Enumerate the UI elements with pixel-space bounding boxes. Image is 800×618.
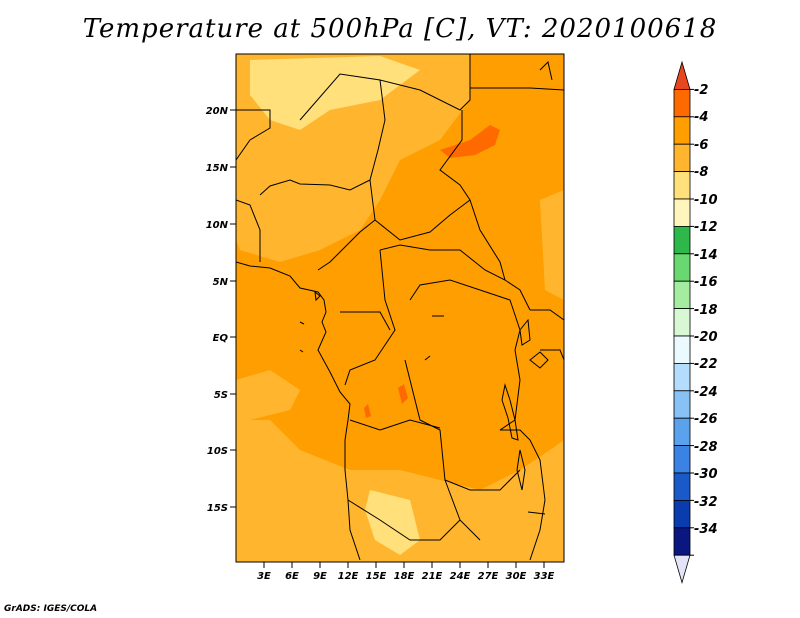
colorbar-segment (673, 198, 691, 227)
lon-label: 30E (506, 571, 527, 582)
temperature-field (236, 54, 564, 562)
lon-label: 12E (338, 571, 359, 582)
lon-label: 6E (285, 571, 299, 582)
colorbar-segment (673, 417, 691, 447)
colorbar-segment (673, 499, 691, 529)
grads-credit: GrADS: IGES/COLA (4, 604, 98, 614)
colorbar-segment (673, 280, 691, 310)
lat-label: 20N (206, 106, 229, 117)
lon-label: 3E (257, 571, 271, 582)
lon-label: 21E (422, 571, 443, 582)
lat-label: 15N (206, 163, 229, 174)
lon-label: 9E (313, 571, 327, 582)
colorbar-segment (673, 527, 691, 556)
lat-label: 5S (214, 390, 228, 401)
colorbar-segment (673, 335, 691, 364)
lon-label: 15E (366, 571, 387, 582)
colorbar-segment (673, 308, 691, 337)
lon-label: 33E (534, 571, 555, 582)
colorbar-segment (673, 225, 691, 255)
colorbar-top-triangle (673, 60, 691, 90)
field-deep-orange-dot1 (398, 384, 408, 404)
lon-label: 18E (394, 571, 415, 582)
colorbar-segment (673, 116, 691, 145)
colorbar-label: -34 (694, 522, 718, 537)
lat-label: 5N (213, 277, 229, 288)
lakes (299, 290, 549, 515)
colorbar-label: -28 (694, 440, 718, 455)
lat-label: 10S (207, 446, 228, 457)
field-light-orange-coast (236, 370, 300, 420)
colorbar-label: -30 (694, 467, 718, 482)
lat-ticks (230, 109, 236, 508)
chart-title: Temperature at 500hPa [C], VT: 202010061… (82, 14, 718, 44)
colorbar-label: -14 (694, 248, 718, 263)
field-yellow-north (250, 56, 420, 130)
colorbar-label: -32 (694, 495, 718, 510)
colorbar-label: -6 (694, 138, 708, 153)
colorbar-label: -10 (694, 193, 718, 208)
field-deep-orange-dot2 (364, 404, 371, 418)
colorbar-label: -2 (694, 83, 708, 98)
colorbar-segment (673, 362, 691, 392)
colorbar-label: -18 (694, 303, 718, 318)
colorbar-segment (673, 171, 691, 200)
lon-ticks (263, 562, 545, 568)
colorbar-label: -4 (694, 110, 708, 125)
lat-label: 10N (206, 220, 229, 231)
colorbar-segment (673, 143, 691, 172)
colorbar-segment (673, 390, 691, 419)
colorbar (673, 60, 694, 585)
lon-label: 24E (450, 571, 471, 582)
colorbar-label: -26 (694, 412, 718, 427)
colorbar-label: -20 (694, 330, 718, 345)
lat-label: EQ (213, 333, 229, 344)
colorbar-bottom-triangle (673, 554, 691, 585)
colorbar-label: -12 (694, 220, 718, 235)
colorbar-segment (673, 472, 691, 501)
colorbar-label: -24 (694, 385, 718, 400)
field-light-orange-east (540, 190, 564, 300)
colorbar-label: -16 (694, 275, 718, 290)
colorbar-segment (673, 253, 691, 282)
colorbar-segment (673, 89, 691, 118)
colorbar-label: -22 (694, 357, 718, 372)
colorbar-label: -8 (694, 165, 708, 180)
field-yellow-south (365, 490, 420, 555)
colorbar-segment (673, 445, 691, 474)
field-light-orange-southeast (236, 420, 564, 562)
map-frame (235, 53, 565, 563)
colorbar-labels: -2 -4 -6 -8 -10 -12 -14 -16 -18 -20 -22 … (694, 83, 718, 537)
lon-label: 27E (478, 571, 499, 582)
lat-label: 15S (207, 503, 228, 514)
